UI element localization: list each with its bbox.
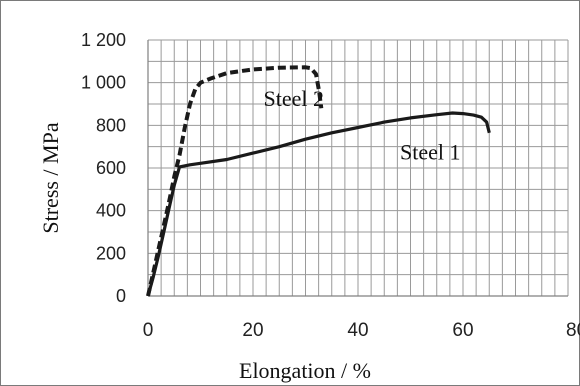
y-tick-label: 600 — [96, 158, 126, 178]
series-label-steel-2: Steel 2 — [264, 86, 325, 111]
y-axis-label: Stress / MPa — [38, 122, 63, 233]
y-tick-label: 800 — [96, 115, 126, 135]
series-labels: Steel 2 Steel 1 — [264, 86, 461, 164]
x-tick-label: 80 — [566, 320, 580, 341]
y-tick-label: 0 — [116, 286, 126, 306]
x-tick-label: 40 — [347, 320, 368, 341]
y-tick-label: 400 — [96, 201, 126, 221]
x-tick-label: 0 — [143, 320, 154, 341]
tick-labels: 0 200 400 600 800 1 000 1 200 0 20 40 60 80 — [81, 30, 580, 341]
y-tick-label: 200 — [96, 243, 126, 263]
series — [146, 65, 491, 297]
x-axis-label: Elongation / % — [239, 358, 371, 383]
grid — [148, 39, 569, 296]
x-tick-label: 20 — [242, 320, 263, 341]
series-label-steel-1: Steel 1 — [400, 139, 461, 164]
x-tick-label: 60 — [452, 320, 473, 341]
y-tick-label: 1 200 — [81, 30, 126, 50]
series-line-steel-2 — [146, 65, 324, 297]
axes — [147, 40, 568, 297]
y-tick-label: 1 000 — [81, 73, 126, 93]
